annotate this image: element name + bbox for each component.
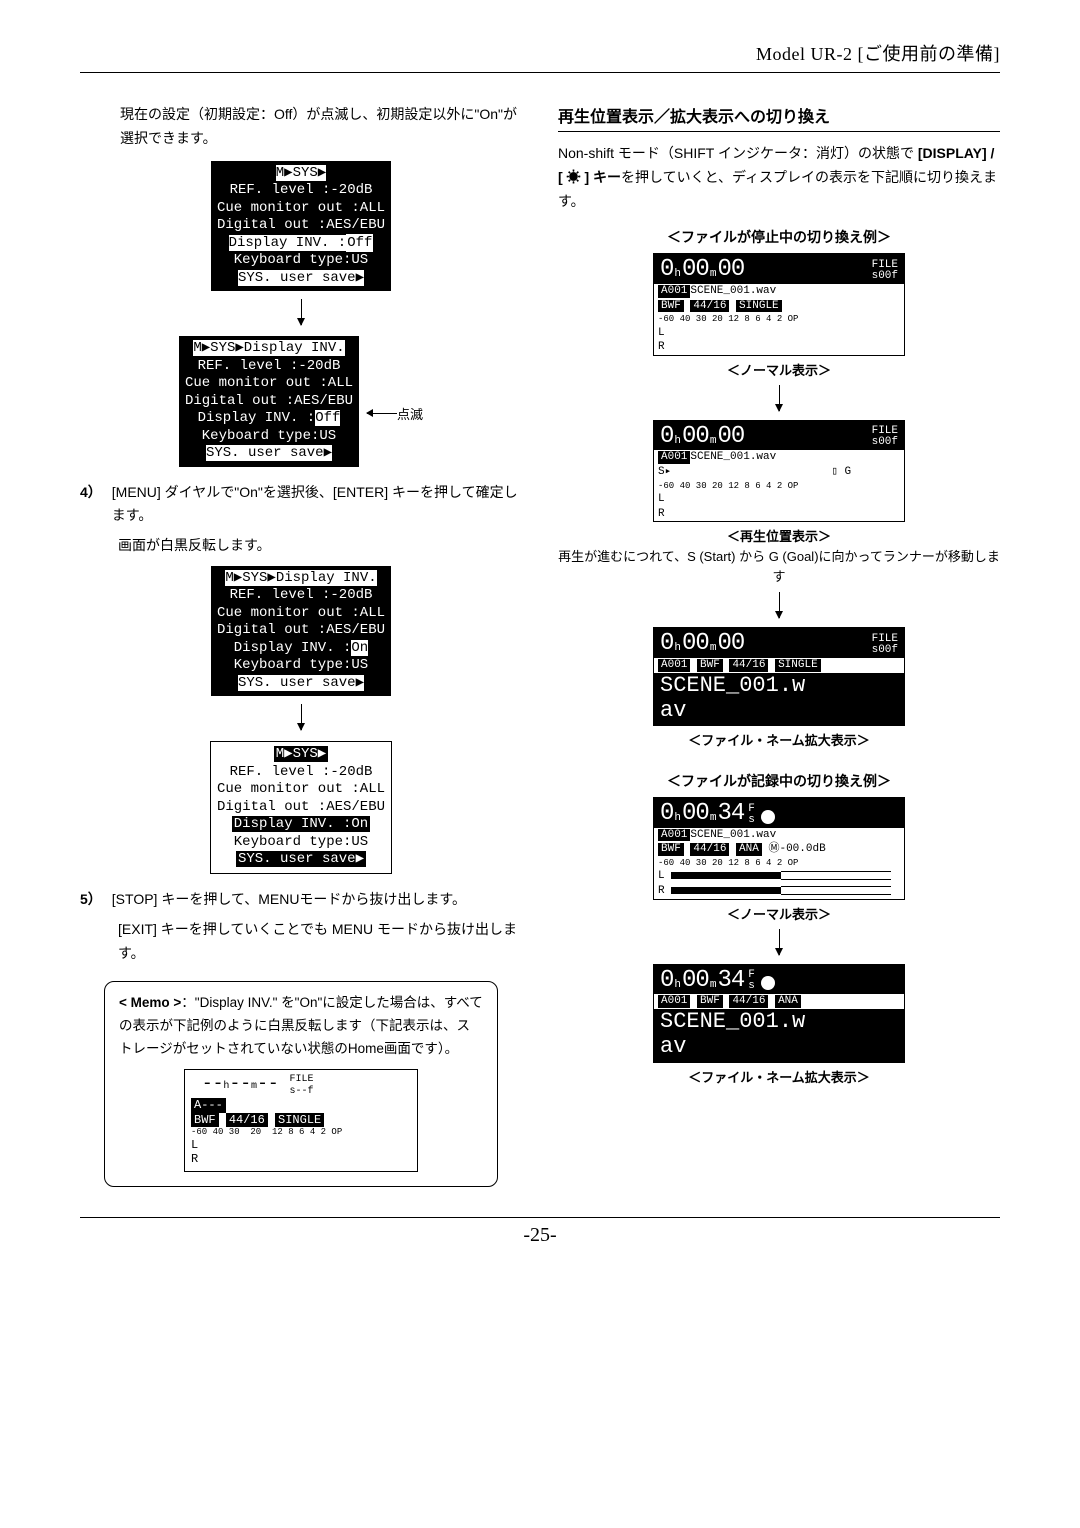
callout-blink: 点滅: [397, 404, 423, 423]
right-column: 再生位置表示／拡大表示への切り換え Non-shift モード（SHIFT イン…: [558, 103, 1000, 1187]
section-title: 再生位置表示／拡大表示への切り換え: [558, 103, 1000, 132]
right-intro: Non-shift モード（SHIFT インジケータ：消灯）の状態で [DISP…: [558, 142, 1000, 213]
cap-position: ＜再生位置表示＞: [558, 526, 1000, 545]
cap-normal-2: ＜ノーマル表示＞: [558, 904, 1000, 923]
arrow-r1: [558, 385, 1000, 414]
cap-filename-1: ＜ファイル・ネーム拡大表示＞: [558, 730, 1000, 749]
display-normal-rec: 0h00m34Fs A001SCENE_001.wav BWF 44/16 AN…: [653, 797, 905, 900]
sub-title-2: ＜ファイルが記録中の切り換え例＞: [558, 771, 1000, 791]
step-5-sub: [EXIT] キーを押していくことでも MENU モードから抜け出します。: [118, 918, 522, 966]
left-column: 現在の設定（初期設定：Off）が点滅し、初期設定以外に"On"が選択できます。 …: [80, 103, 522, 1187]
left-intro: 現在の設定（初期設定：Off）が点滅し、初期設定以外に"On"が選択できます。: [120, 103, 522, 151]
callout-arrow: [367, 413, 397, 414]
memo-lcd: --h--m-- FILEs--fA---BWF 44/16 SINGLE-60…: [184, 1069, 418, 1171]
page-number: -25-: [80, 1217, 1000, 1247]
lcd-sys-2: M▶SYS▶Display INV. REF. level :-20dB Cue…: [179, 336, 359, 467]
display-position: 0h00m00FILEs00f A001SCENE_001.wav S▸▯ G …: [653, 420, 905, 523]
memo-box: < Memo >："Display INV." を"On"に設定した場合は、すべ…: [104, 981, 498, 1186]
arrow-2: [80, 704, 522, 733]
display-normal-stop: 0h00m00FILEs00f A001SCENE_001.wav BWF 44…: [653, 253, 905, 356]
cap-filename-2: ＜ファイル・ネーム拡大表示＞: [558, 1067, 1000, 1086]
lcd-sys-1: M▶SYS▶ REF. level :-20dB Cue monitor out…: [211, 161, 391, 292]
arrow-1: [80, 299, 522, 328]
step-5: 5） [STOP] キーを押して、MENUモードから抜け出します。: [80, 888, 522, 912]
lcd-sys-4: M▶SYS▶ REF. level :-20dB Cue monitor out…: [210, 741, 392, 874]
lcd-sys-3: M▶SYS▶Display INV. REF. level :-20dB Cue…: [211, 566, 391, 697]
display-filename-rec: 0h00m34Fs A001 BWF 44/16 ANA SCENE_001.w…: [653, 964, 905, 1063]
sub-title-1: ＜ファイルが停止中の切り換え例＞: [558, 227, 1000, 247]
big-filename-2: SCENE_001.wav: [654, 1009, 904, 1062]
cap-position-note: 再生が進むにつれて、S (Start) から G (Goal)に向かってランナー…: [558, 547, 1000, 586]
rec-icon: [761, 810, 775, 824]
big-filename-1: SCENE_001.wav: [654, 673, 904, 726]
arrow-r3: [558, 929, 1000, 958]
rec-icon-2: [761, 976, 775, 990]
step-4-sub: 画面が白黒反転します。: [118, 534, 522, 558]
page-header: Model UR-2 [ご使用前の準備]: [80, 40, 1000, 73]
cap-normal-1: ＜ノーマル表示＞: [558, 360, 1000, 379]
display-filename-stop: 0h00m00FILEs00f A001 BWF 44/16 SINGLE SC…: [653, 627, 905, 726]
step-4: 4） [MENU] ダイヤルで"On"を選択後、[ENTER] キーを押して確定…: [80, 481, 522, 529]
arrow-r2: [558, 592, 1000, 621]
